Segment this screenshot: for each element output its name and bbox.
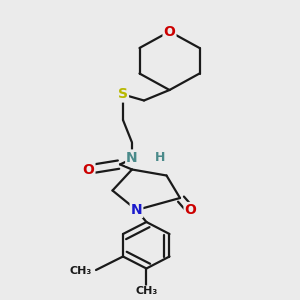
Text: N: N	[131, 203, 142, 217]
Text: H: H	[155, 151, 166, 164]
Text: N: N	[126, 151, 138, 164]
Text: O: O	[184, 203, 196, 217]
Text: CH₃: CH₃	[70, 266, 92, 277]
Text: O: O	[164, 25, 175, 38]
Text: O: O	[82, 163, 94, 176]
Text: S: S	[118, 88, 128, 101]
Text: CH₃: CH₃	[135, 286, 158, 296]
